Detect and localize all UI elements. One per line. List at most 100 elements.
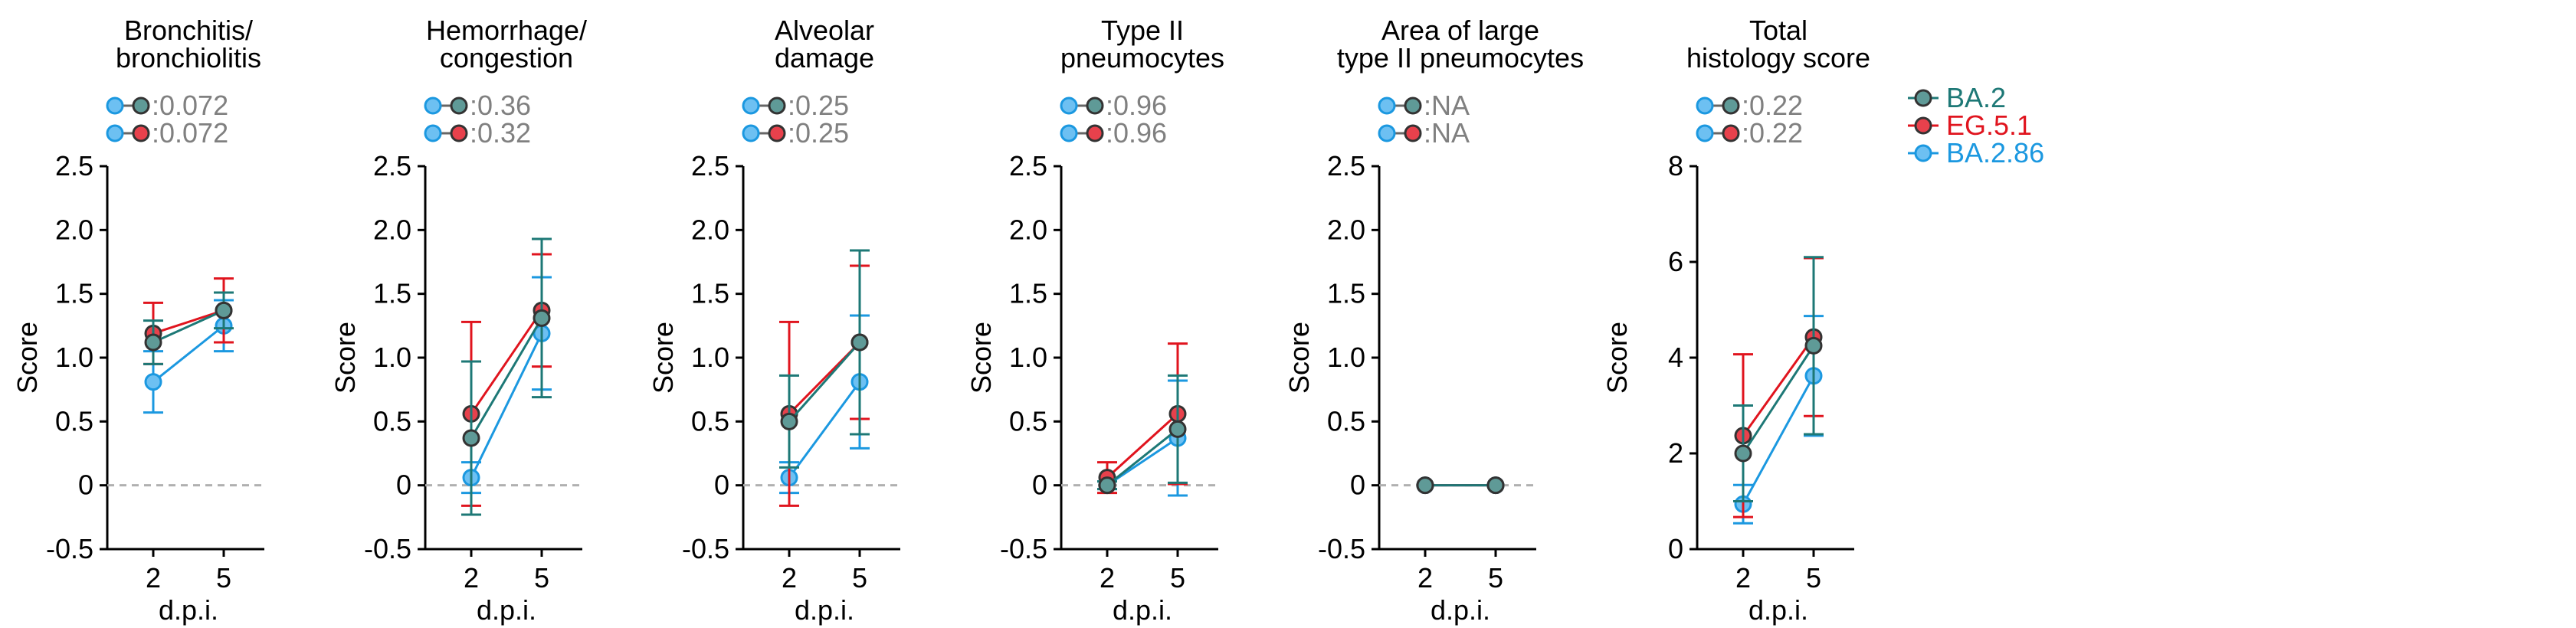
y-tick-label: -0.5 bbox=[682, 533, 729, 564]
pvalue-marker-ba286 bbox=[1060, 96, 1078, 115]
series-line bbox=[470, 317, 543, 439]
y-tick-label: 0.5 bbox=[1327, 405, 1365, 437]
x-tick-label: 2 bbox=[782, 562, 797, 594]
y-tick-label: 2.0 bbox=[1009, 214, 1047, 245]
pvalue-marker-ba286 bbox=[106, 124, 124, 142]
data-point bbox=[1098, 476, 1116, 495]
y-tick-label: 0.5 bbox=[55, 405, 93, 437]
series-line bbox=[152, 309, 224, 344]
data-point bbox=[1416, 476, 1434, 495]
data-point bbox=[1168, 420, 1187, 438]
x-tick-label: 5 bbox=[534, 562, 549, 594]
y-tick-label: 1.0 bbox=[1009, 342, 1047, 373]
pvalue-label: :NA bbox=[1424, 90, 1470, 121]
y-tick-label: 2.5 bbox=[1009, 150, 1047, 182]
x-tick-label: 5 bbox=[216, 562, 231, 594]
panel-1: Bronchitis/bronchiolitis:0.072:0.072 -0.5… bbox=[11, 15, 264, 626]
y-tick-label: 2.5 bbox=[691, 150, 729, 182]
data-point bbox=[1486, 476, 1505, 495]
x-tick-label: 5 bbox=[1170, 562, 1185, 594]
pvalue-label: :0.36 bbox=[470, 90, 531, 121]
x-tick-label: 2 bbox=[1417, 562, 1433, 594]
y-tick-label: -0.5 bbox=[1000, 533, 1047, 564]
x-tick-label: 2 bbox=[1100, 562, 1115, 594]
pvalue-label: :0.22 bbox=[1742, 90, 1803, 121]
legend-marker bbox=[1914, 144, 1932, 162]
pvalue-marker-ba286 bbox=[742, 96, 760, 115]
pvalue-marker-ba286 bbox=[1060, 124, 1078, 142]
series-line bbox=[1742, 345, 1815, 454]
pvalue-marker-eg51 bbox=[132, 124, 150, 142]
pvalue-label: :0.96 bbox=[1106, 90, 1167, 121]
y-axis-label: Score bbox=[329, 322, 361, 394]
data-point bbox=[780, 412, 798, 430]
y-tick-label: 4 bbox=[1668, 342, 1683, 373]
panel-title: Bronchitis/ bbox=[124, 15, 253, 46]
pvalue-marker-eg51 bbox=[450, 124, 468, 142]
panel-title: pneumocytes bbox=[1060, 42, 1224, 74]
y-tick-label: 2.0 bbox=[373, 214, 411, 245]
y-tick-label: 0 bbox=[714, 469, 729, 501]
y-tick-label: 0 bbox=[1668, 533, 1683, 564]
y-tick-label: 0 bbox=[1350, 469, 1365, 501]
series-line bbox=[788, 381, 861, 479]
pvalue-marker-ba286 bbox=[424, 96, 442, 115]
panel-title: Area of large bbox=[1381, 15, 1539, 46]
pvalue-marker-ba286 bbox=[742, 124, 760, 142]
pvalue-marker-ba2 bbox=[1404, 96, 1422, 115]
x-axis-label: d.p.i. bbox=[795, 594, 854, 626]
series-ba2 bbox=[1097, 374, 1188, 495]
y-axis-label: Score bbox=[647, 322, 679, 394]
x-tick-label: 2 bbox=[146, 562, 161, 594]
y-tick-label: 0 bbox=[78, 469, 93, 501]
legend: BA.2EG.5.1BA.2.86 bbox=[1908, 82, 2044, 168]
y-tick-label: 0.5 bbox=[1009, 405, 1047, 437]
series-line bbox=[152, 309, 224, 335]
panel-title: bronchiolitis bbox=[116, 42, 261, 74]
pvalue-label: :0.22 bbox=[1742, 117, 1803, 149]
panel-title: Type II bbox=[1101, 15, 1184, 46]
pvalue-marker-ba286 bbox=[1696, 96, 1714, 115]
series-line bbox=[1742, 375, 1815, 505]
data-point bbox=[533, 309, 551, 327]
pvalue-marker-eg51 bbox=[768, 124, 786, 142]
pvalue-marker-ba2 bbox=[1722, 96, 1740, 115]
series-eg51 bbox=[1097, 342, 1188, 495]
pvalue-label: :0.072 bbox=[152, 117, 228, 149]
data-point bbox=[144, 333, 162, 352]
y-tick-label: 1.0 bbox=[55, 342, 93, 373]
y-tick-label: 0.5 bbox=[373, 405, 411, 437]
y-tick-label: 8 bbox=[1668, 150, 1683, 182]
panel-title: histology score bbox=[1686, 42, 1870, 74]
pvalue-marker-ba2 bbox=[450, 96, 468, 115]
x-axis-label: d.p.i. bbox=[1748, 594, 1808, 626]
x-tick-label: 5 bbox=[1488, 562, 1503, 594]
panel-title: Hemorrhage/ bbox=[426, 15, 587, 46]
pvalue-marker-ba286 bbox=[1378, 124, 1396, 142]
data-point bbox=[1804, 336, 1823, 355]
y-axis-label: Score bbox=[1283, 322, 1315, 394]
y-tick-label: 1.5 bbox=[691, 278, 729, 309]
y-tick-label: 1.0 bbox=[1327, 342, 1365, 373]
pvalue-label: :0.25 bbox=[788, 117, 849, 149]
pvalue-label: :0.32 bbox=[470, 117, 531, 149]
y-tick-label: -0.5 bbox=[46, 533, 93, 564]
y-axis-label: Score bbox=[11, 322, 43, 394]
x-axis-label: d.p.i. bbox=[159, 594, 218, 626]
series-line bbox=[1106, 428, 1178, 486]
series-ba2 bbox=[143, 291, 234, 365]
y-tick-label: 0 bbox=[396, 469, 411, 501]
y-tick-label: 2 bbox=[1668, 437, 1683, 469]
x-tick-label: 5 bbox=[852, 562, 867, 594]
pvalue-marker-ba286 bbox=[1696, 124, 1714, 142]
pvalue-marker-ba286 bbox=[1378, 96, 1396, 115]
y-tick-label: 1.5 bbox=[1009, 278, 1047, 309]
x-tick-label: 5 bbox=[1806, 562, 1821, 594]
data-point bbox=[144, 373, 162, 391]
panel-title: damage bbox=[775, 42, 874, 74]
pvalue-label: :NA bbox=[1424, 117, 1470, 149]
